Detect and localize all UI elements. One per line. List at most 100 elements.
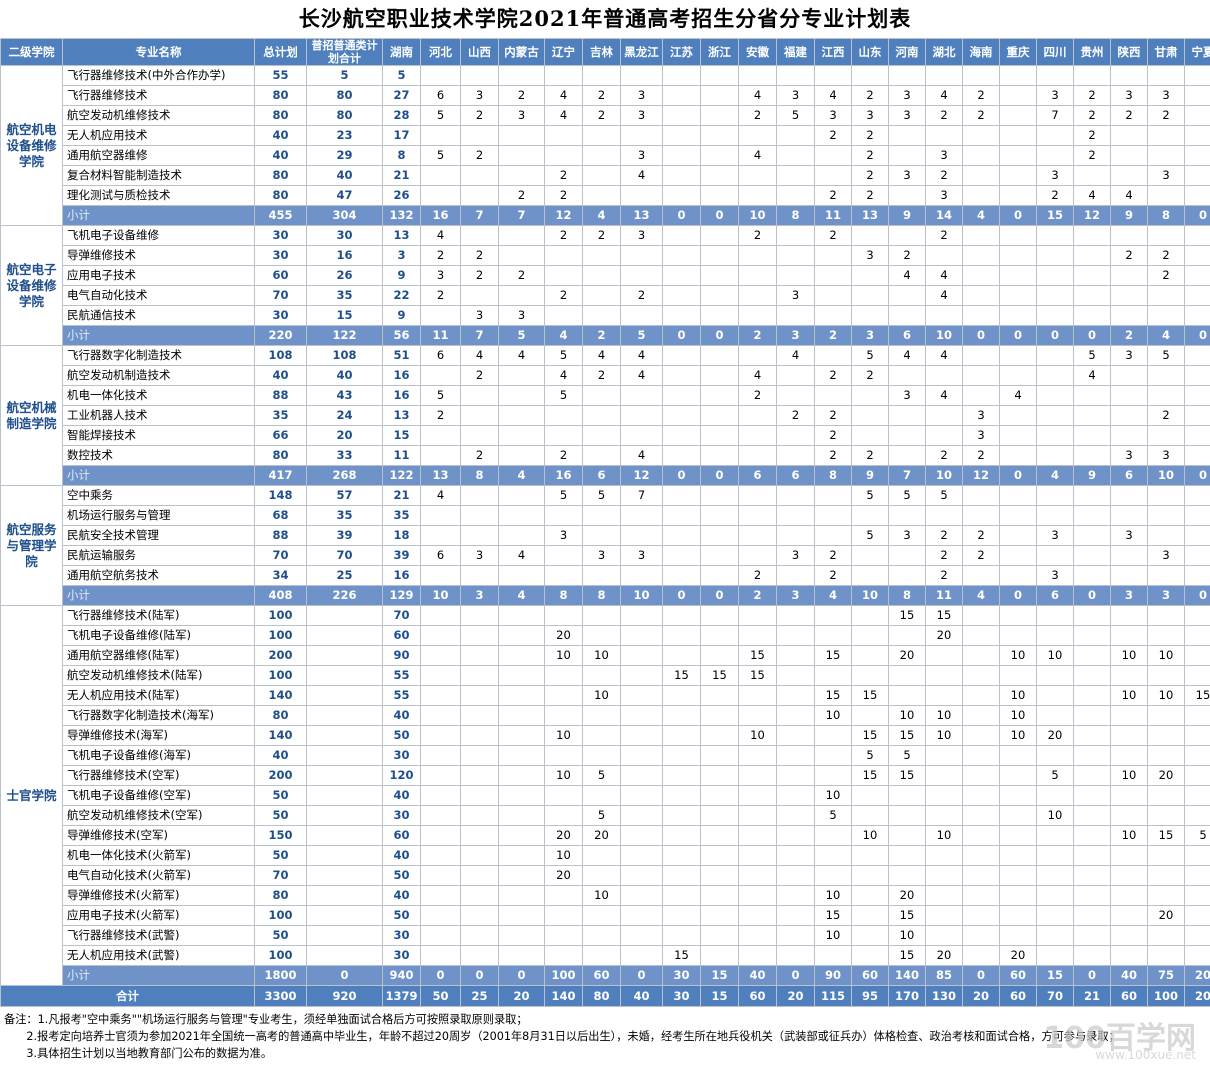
plan-cell	[738, 785, 777, 806]
plan-cell	[1110, 125, 1148, 146]
plan-cell	[498, 425, 545, 446]
table-row: 导弹维修技术(空军) 150 60 20 20 10 10 10 15 5	[1, 825, 1210, 846]
plan-cell: 5	[888, 745, 926, 766]
plan-cell	[460, 925, 499, 946]
subtotal-cell: 6	[1036, 585, 1074, 606]
plan-cell	[306, 605, 383, 626]
plan-cell	[700, 65, 739, 86]
plan-cell: 2	[460, 145, 499, 166]
plan-cell	[620, 665, 663, 686]
plan-cell	[544, 505, 583, 526]
plan-cell: 4	[1073, 365, 1111, 386]
plan-cell	[1184, 525, 1210, 546]
plan-cell	[962, 305, 1000, 326]
plan-cell	[420, 525, 461, 546]
plan-cell	[814, 385, 852, 406]
plan-cell: 88	[254, 525, 307, 546]
plan-cell	[1036, 445, 1074, 466]
column-header: 内蒙古	[498, 38, 545, 66]
plan-cell	[582, 725, 621, 746]
major-name-cell: 飞行器数字化制造技术	[62, 345, 255, 366]
plan-cell	[498, 565, 545, 586]
plan-cell	[776, 765, 815, 786]
plan-cell: 2	[814, 425, 852, 446]
plan-cell: 140	[254, 685, 307, 706]
plan-cell: 2	[962, 85, 1000, 106]
plan-cell	[738, 745, 777, 766]
plan-cell	[851, 545, 889, 566]
plan-cell	[700, 805, 739, 826]
plan-cell	[582, 425, 621, 446]
plan-cell	[700, 285, 739, 306]
plan-cell: 2	[498, 185, 545, 206]
plan-cell: 39	[382, 545, 421, 566]
plan-cell: 16	[382, 385, 421, 406]
plan-cell	[814, 825, 852, 846]
plan-cell	[662, 225, 701, 246]
plan-cell: 30	[382, 745, 421, 766]
plan-cell	[776, 505, 815, 526]
major-name-cell: 飞行器维修技术(中外合作办学)	[62, 65, 255, 86]
plan-cell	[420, 685, 461, 706]
notes: 备注：1.凡报考"空中乘务""机场运行服务与管理"专业考生，须经单独面试合格后方…	[0, 1007, 1210, 1062]
plan-cell	[306, 745, 383, 766]
column-header: 专业名称	[62, 38, 255, 66]
plan-cell	[460, 405, 499, 426]
plan-cell	[962, 785, 1000, 806]
plan-cell	[700, 785, 739, 806]
plan-cell	[1073, 745, 1111, 766]
plan-cell: 108	[306, 345, 383, 366]
plan-cell	[738, 485, 777, 506]
plan-cell	[776, 785, 815, 806]
plan-cell: 13	[382, 225, 421, 246]
plan-cell: 3	[620, 145, 663, 166]
subtotal-cell: 9	[1073, 465, 1111, 486]
plan-cell	[1036, 125, 1074, 146]
plan-cell	[1147, 785, 1185, 806]
column-header: 普招普通类计划合计	[306, 38, 383, 66]
plan-cell	[851, 285, 889, 306]
plan-cell	[306, 925, 383, 946]
plan-cell	[700, 185, 739, 206]
plan-cell: 2	[1073, 145, 1111, 166]
plan-cell: 4	[925, 85, 963, 106]
plan-cell	[814, 845, 852, 866]
subtotal-cell: 30	[662, 965, 701, 986]
plan-cell	[620, 305, 663, 326]
table-row: 无人机应用技术(武警) 100 30 15 15 20 20	[1, 945, 1210, 966]
grand-total-cell: 20	[498, 985, 545, 1007]
plan-cell	[851, 385, 889, 406]
plan-cell	[1110, 65, 1148, 86]
plan-cell	[814, 725, 852, 746]
plan-cell	[962, 285, 1000, 306]
subtotal-cell: 129	[382, 585, 421, 606]
plan-cell: 17	[382, 125, 421, 146]
plan-cell	[925, 685, 963, 706]
plan-cell	[1073, 645, 1111, 666]
plan-cell	[1184, 225, 1210, 246]
subtotal-cell: 11	[420, 325, 461, 346]
plan-cell	[1036, 245, 1074, 266]
major-name-cell: 航空发动机维修技术(陆军)	[62, 665, 255, 686]
plan-cell	[851, 625, 889, 646]
plan-cell: 4	[620, 365, 663, 386]
major-name-cell: 数控技术	[62, 445, 255, 466]
plan-cell: 10	[544, 845, 583, 866]
plan-cell	[700, 385, 739, 406]
plan-cell	[582, 245, 621, 266]
plan-cell	[1184, 945, 1210, 966]
plan-cell	[620, 845, 663, 866]
plan-cell	[662, 525, 701, 546]
plan-cell	[776, 665, 815, 686]
plan-cell	[662, 125, 701, 146]
plan-cell	[851, 565, 889, 586]
plan-cell	[1147, 285, 1185, 306]
plan-cell	[999, 765, 1037, 786]
plan-cell	[700, 545, 739, 566]
plan-cell	[420, 945, 461, 966]
subtotal-cell: 2	[738, 325, 777, 346]
plan-cell: 10	[925, 725, 963, 746]
plan-cell	[776, 885, 815, 906]
column-header: 二级学院	[0, 38, 63, 66]
plan-cell	[1036, 945, 1074, 966]
